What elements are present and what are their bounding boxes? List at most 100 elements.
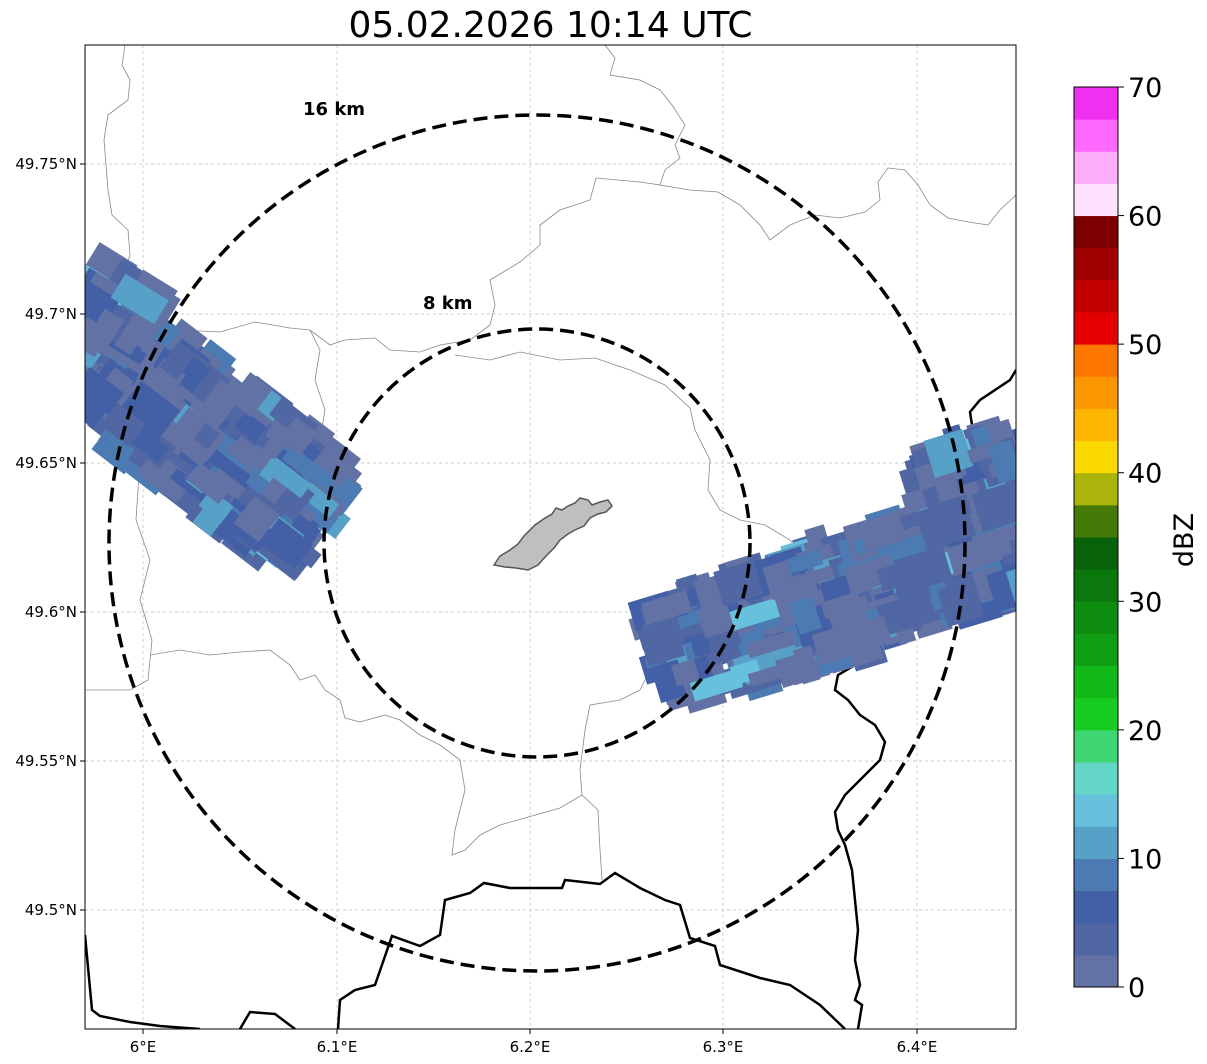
radar-echo-cell: [136, 449, 195, 504]
radar-echo-cell: [977, 531, 1013, 562]
radar-echo-cell: [27, 355, 83, 409]
colorbar-band: [1074, 762, 1118, 795]
radar-echo-cell: [201, 379, 243, 422]
colorbar-frame: [1073, 86, 1119, 988]
colorbar-bands: [1074, 87, 1118, 988]
colorbar-band: [1074, 279, 1118, 313]
colorbar-band: [1074, 376, 1118, 409]
city-area: [492, 497, 613, 571]
y-tick-label: 49.75°N: [15, 155, 77, 173]
colorbar-band: [1074, 729, 1118, 763]
radar-echo-cell: [131, 429, 169, 463]
colorbar-band: [1074, 472, 1118, 506]
radar-echo-cell: [193, 422, 220, 450]
colorbar-band: [1074, 537, 1118, 570]
radar-echo-cell: [114, 314, 150, 356]
x-tick-label: 6.2°E: [510, 1038, 551, 1056]
colorbar-band: [1074, 440, 1118, 474]
range-ring-label-16km: 16 km: [303, 99, 365, 120]
radar-echo-cell: [169, 467, 215, 507]
radar-echo-cell: [147, 358, 186, 397]
radar-echo-cell: [747, 661, 793, 687]
radar-echo-cell: [745, 629, 797, 659]
radar-echo-cell: [117, 380, 181, 443]
colorbar-band: [1074, 665, 1118, 699]
y-tick-label: 49.55°N: [15, 752, 77, 770]
radar-echo-cell: [985, 569, 1016, 613]
map-frame: [84, 44, 1017, 1030]
colorbar-band: [1074, 408, 1118, 442]
radar-echo-cell: [85, 384, 115, 429]
colorbar-tick-label: 0: [1128, 973, 1145, 1004]
range-rings: [107, 113, 967, 973]
radar-echo-cell: [110, 273, 169, 325]
radar-echo-cell: [927, 494, 973, 526]
colorbar-band: [1074, 247, 1118, 281]
colorbar-tick-label: 20: [1128, 716, 1162, 747]
range-ring-16km: [107, 113, 967, 973]
radar-echo-cell: [259, 518, 314, 570]
colorbar-band: [1074, 151, 1118, 184]
range-ring-8km: [322, 327, 752, 759]
colorbar-tick-label: 70: [1128, 73, 1162, 104]
y-tick-label: 49.5°N: [25, 901, 77, 919]
colorbar-band: [1074, 87, 1118, 120]
y-tick-label: 49.6°N: [25, 603, 77, 621]
radar-echo-cell: [234, 411, 267, 443]
y-tick-label: 49.7°N: [25, 305, 77, 323]
radar-echo-cell: [199, 443, 251, 488]
radar-echo-cell: [640, 589, 693, 625]
colorbar-band: [1074, 858, 1118, 892]
radar-echo-cell: [789, 565, 835, 591]
radar-echo-cell: [297, 495, 339, 534]
radar-echo-cell: [85, 303, 125, 352]
radar-echo-cell: [186, 462, 232, 505]
radar-echo-cell: [646, 659, 682, 682]
radar-echo-cell: [53, 362, 83, 390]
colorbar-tick-label: 50: [1128, 330, 1162, 361]
radar-echo-cell: [944, 573, 984, 620]
colorbar-band: [1074, 215, 1118, 249]
colorbar-band: [1074, 504, 1118, 538]
map-plot-area: 16 km 8 km: [27, 45, 1016, 1029]
radar-echo-cell: [876, 556, 928, 592]
radar-echo-cell: [689, 668, 744, 702]
radar-echo-cell: [41, 362, 73, 393]
radar-echo-cell: [233, 495, 280, 543]
radar-echo-cell: [880, 594, 928, 631]
colorbar-tick-label: 30: [1128, 587, 1162, 618]
range-ring-label-8km: 8 km: [423, 293, 473, 314]
radar-echo-cell: [835, 615, 893, 657]
radar-echo-cell: [987, 439, 1016, 485]
y-axis: 49.75°N 49.7°N 49.65°N 49.6°N 49.55°N 49…: [15, 155, 85, 919]
radar-echo-cell: [32, 366, 76, 406]
radar-echo-cell: [281, 445, 336, 492]
colorbar-band: [1074, 890, 1118, 924]
y-tick-label: 49.65°N: [15, 454, 77, 472]
radar-echo-cell: [98, 425, 131, 456]
radar-echo-cell: [790, 596, 822, 635]
radar-echo-cell: [727, 597, 784, 631]
colorbar-band: [1074, 119, 1118, 152]
radar-echo-cell: [640, 630, 686, 667]
radar-echo-cell: [100, 402, 145, 447]
radar-echo-cell: [762, 560, 797, 601]
colorbar-band: [1074, 601, 1118, 634]
radar-echo-cell: [857, 511, 905, 552]
x-axis: 6°E 6.1°E 6.2°E 6.3°E 6.4°E: [130, 1029, 937, 1056]
colorbar-band: [1074, 569, 1118, 602]
radar-echo-cell: [923, 428, 974, 478]
colorbar-band: [1074, 183, 1118, 217]
colorbar: 0 10 20 30 40 50 60 70 dBZ: [1073, 73, 1200, 1004]
x-tick-label: 6°E: [130, 1038, 157, 1056]
radar-echo-cell: [792, 645, 821, 685]
radar-echo-cell: [85, 269, 113, 323]
colorbar-band: [1074, 344, 1118, 377]
colorbar-label: dBZ: [1169, 513, 1200, 567]
colorbar-band: [1074, 794, 1118, 827]
colorbar-band: [1074, 826, 1118, 859]
radar-echo-cell: [250, 435, 286, 474]
radar-echo-cell: [278, 416, 318, 457]
colorbar-tick-label: 40: [1128, 459, 1162, 490]
colorbar-tick-label: 60: [1128, 202, 1162, 233]
